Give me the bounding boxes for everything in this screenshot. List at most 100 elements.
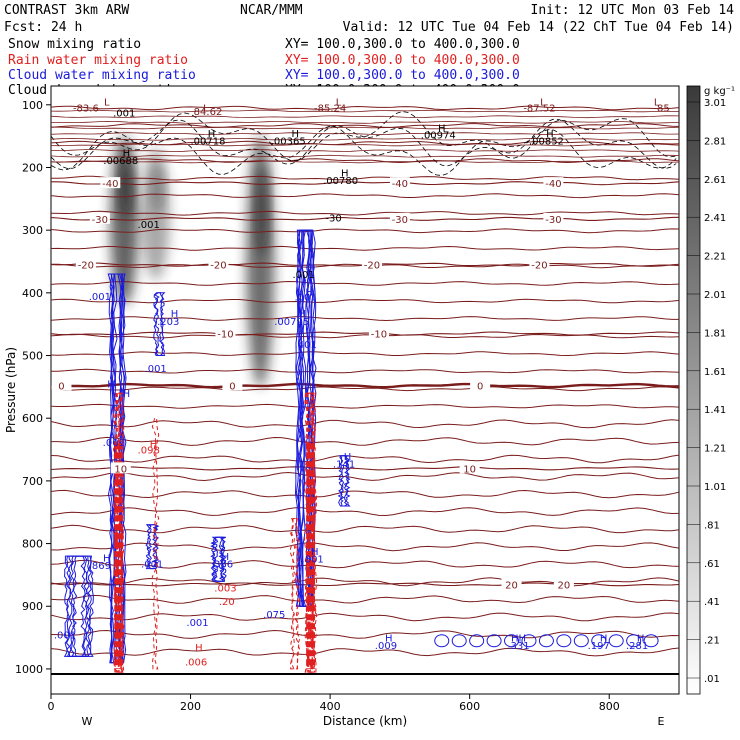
y-tick-label: 100 (22, 99, 43, 112)
extrema-annotation: .203 (157, 317, 179, 328)
isotherm-line (51, 158, 679, 164)
extrema-annotation: .197 (588, 641, 610, 652)
extrema-annotation: H (546, 129, 554, 140)
isotherm-line (51, 280, 679, 286)
isotherm-line (51, 612, 679, 622)
isotherm-label-bg (215, 327, 236, 339)
rain-shaft-main (303, 392, 318, 673)
colorbar-level-label: 1.41 (704, 405, 726, 416)
extrema-annotation: H (438, 123, 446, 134)
extrema-annotation: .00718 (191, 137, 226, 148)
colorbar-unit: g kg⁻¹ (704, 86, 735, 97)
isotherm-line (51, 123, 679, 128)
extrema-annotation: H (311, 547, 319, 558)
extrema-annotation: .098 (138, 446, 160, 457)
cloud-water-cell-lowlevel (63, 555, 94, 657)
extrema-annotation: -85 (653, 103, 669, 114)
header-center: NCAR/MMM (240, 3, 303, 18)
x-tick-label: 800 (599, 700, 620, 713)
isotherm-line (51, 228, 679, 234)
isotherm-label: -40 (392, 179, 408, 190)
isotherm-labeled-line (51, 181, 679, 186)
extrema-annotation: HH (511, 634, 526, 645)
isotherm-line (51, 386, 679, 392)
isotherm-label-bg (208, 258, 229, 270)
cloud-water-cell (212, 536, 225, 582)
cloud-water-cell-lowlevel (72, 555, 86, 657)
isotherm-label-bg (110, 462, 131, 474)
isotherm-label: -30 (392, 215, 408, 226)
header-init: Init: 12 UTC Mon 03 Feb 14 (531, 3, 735, 18)
boundary-layer-cloud (608, 634, 624, 648)
extrema-annotation: -85.24 (314, 103, 346, 114)
isotherm-label: 10 (114, 464, 127, 475)
cloud-ice-contour (51, 111, 677, 162)
isotherm-label-bg (459, 462, 480, 474)
x-tick-label: 400 (320, 700, 341, 713)
extrema-annotation: .006 (185, 657, 207, 668)
colorbar-level-label: 1.21 (704, 444, 726, 455)
tropopause-line (51, 109, 679, 113)
colorbar: g kg⁻¹ .01 .21 .41 .61 .81 1.01 1.21 1.41 1.61 1.… (686, 85, 735, 695)
isotherm-label: -20 (364, 261, 380, 272)
boundary-layer-cloud (626, 634, 642, 648)
extrema-annotation: .001 (295, 293, 317, 304)
isotherm-label-bg (501, 578, 522, 590)
x-tick-label: 200 (180, 700, 201, 713)
colorbar-level-label: 1.81 (704, 328, 726, 339)
boundary-layer-cloud (556, 634, 572, 648)
extrema-annotation: .001 (141, 560, 163, 571)
isotherm-labeled-line (51, 466, 679, 471)
colorbar-level-label: .61 (704, 559, 720, 570)
x-endpoint-east: E (658, 715, 665, 728)
extrema-annotation: H (123, 148, 131, 159)
isotherm-label: -20 (531, 261, 547, 272)
tropopause-line (51, 120, 679, 124)
extrema-annotation: H (637, 634, 645, 645)
x-endpoint-west: W (82, 715, 93, 728)
extrema-annotation: .001 (138, 220, 160, 231)
isotherm-line (51, 577, 679, 587)
extrema-annotation: .281 (626, 641, 648, 652)
isotherm-line (51, 403, 679, 409)
isotherm-label-bg (51, 379, 72, 391)
extrema-annotation: H (123, 389, 131, 400)
extrema-annotation-layer: L-83.6.001 L84.62L-85.24L-87.52L-85H.0071… (54, 98, 670, 669)
tropopause-line (51, 149, 679, 152)
isotherm-label: 20 (505, 580, 518, 591)
isotherm-label: -30 (545, 215, 561, 226)
isotherm-labeled-line (51, 331, 679, 336)
isotherm-label-bg (470, 379, 491, 391)
extrema-annotation: H (341, 168, 349, 179)
y-axis-label: Pressure (hPa) (4, 347, 18, 433)
snow-shading-core (120, 156, 133, 218)
isotherm-line (51, 193, 679, 199)
isotherm-label-bg (553, 578, 574, 590)
tropopause-line (51, 132, 679, 136)
extrema-annotation: 84.62 (194, 107, 223, 118)
cloud-ice-contour-layer (51, 109, 679, 176)
colorbar-level-label: 2.61 (704, 175, 726, 186)
extrema-annotation: .00365 (271, 137, 306, 148)
y-tick-label: 500 (22, 350, 43, 363)
extrema-annotation: .001 (113, 108, 135, 119)
isotherm-label: -30 (92, 215, 108, 226)
cloud-water-cell-lowlevel (67, 555, 90, 657)
isotherm-label: -10 (217, 330, 233, 341)
isotherm-line (51, 471, 679, 482)
extrema-annotation: .331 (507, 641, 529, 652)
isotherm-label: -10 (371, 330, 387, 341)
y-tick-label: 200 (22, 161, 43, 174)
extrema-annotation: .801 (302, 555, 324, 566)
isotherm-label-bg (389, 212, 410, 224)
header-valid: Valid: 12 UTC Tue 04 Feb 14 (22 ChT Tue … (343, 20, 734, 35)
extrema-annotation: .009 (375, 641, 397, 652)
isotherm-label: 10 (463, 464, 476, 475)
rain-shaft-light (151, 417, 160, 670)
cloud-ice-contour (51, 125, 677, 176)
y-tick-label: 300 (22, 224, 43, 237)
colorbar-ramp (686, 85, 701, 695)
colorbar-level-label: .81 (704, 520, 720, 531)
isotherm-label: 0 (58, 382, 64, 393)
extrema-annotation: H (222, 552, 230, 563)
